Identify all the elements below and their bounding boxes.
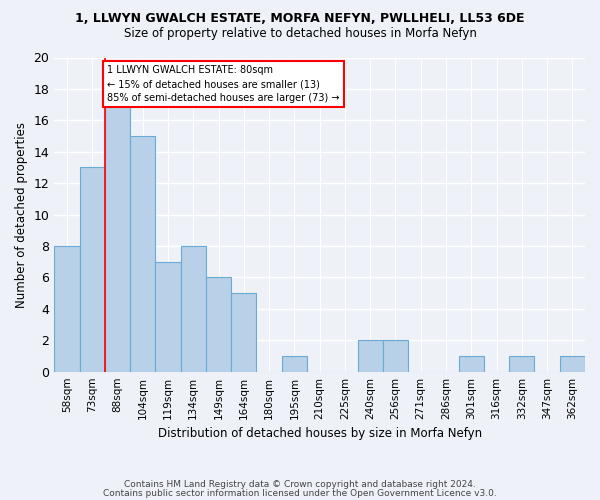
- Bar: [231, 293, 256, 372]
- Bar: [560, 356, 585, 372]
- Bar: [155, 262, 181, 372]
- Text: 1 LLWYN GWALCH ESTATE: 80sqm
← 15% of detached houses are smaller (13)
85% of se: 1 LLWYN GWALCH ESTATE: 80sqm ← 15% of de…: [107, 66, 340, 104]
- Bar: [358, 340, 383, 372]
- Bar: [105, 104, 130, 372]
- Bar: [206, 278, 231, 372]
- Text: 1, LLWYN GWALCH ESTATE, MORFA NEFYN, PWLLHELI, LL53 6DE: 1, LLWYN GWALCH ESTATE, MORFA NEFYN, PWL…: [75, 12, 525, 26]
- Bar: [383, 340, 408, 372]
- Bar: [282, 356, 307, 372]
- X-axis label: Distribution of detached houses by size in Morfa Nefyn: Distribution of detached houses by size …: [158, 427, 482, 440]
- Bar: [181, 246, 206, 372]
- Text: Contains public sector information licensed under the Open Government Licence v3: Contains public sector information licen…: [103, 490, 497, 498]
- Bar: [54, 246, 80, 372]
- Bar: [130, 136, 155, 372]
- Text: Contains HM Land Registry data © Crown copyright and database right 2024.: Contains HM Land Registry data © Crown c…: [124, 480, 476, 489]
- Bar: [458, 356, 484, 372]
- Bar: [509, 356, 535, 372]
- Y-axis label: Number of detached properties: Number of detached properties: [15, 122, 28, 308]
- Text: Size of property relative to detached houses in Morfa Nefyn: Size of property relative to detached ho…: [124, 28, 476, 40]
- Bar: [80, 168, 105, 372]
